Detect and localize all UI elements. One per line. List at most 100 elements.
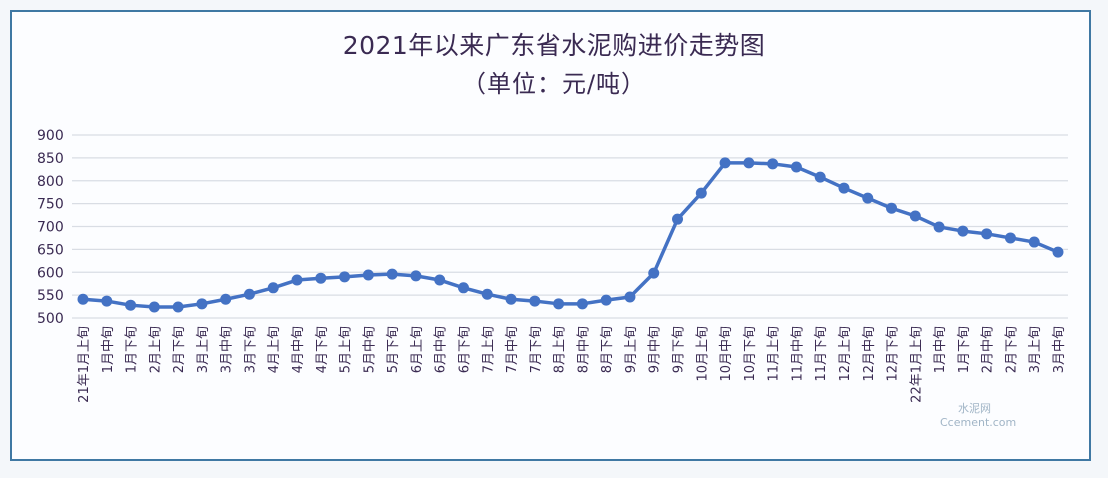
data-point xyxy=(1052,246,1064,258)
data-point xyxy=(125,299,137,311)
x-tick-label: 21年1月上旬 xyxy=(77,326,92,403)
data-point xyxy=(315,272,327,284)
data-point xyxy=(505,293,517,305)
watermark: 水泥网 Ccement.com xyxy=(940,400,1016,429)
data-point xyxy=(600,294,612,306)
x-tick-label: 12月中旬 xyxy=(862,326,877,382)
y-axis-labels: 900 850 800 750 700 650 600 550 500 xyxy=(37,128,64,327)
data-point xyxy=(362,269,374,281)
chart-frame xyxy=(10,10,1091,461)
x-tick-label: 9月上旬 xyxy=(624,326,639,373)
y-tick-label: 800 xyxy=(37,174,64,190)
data-point xyxy=(101,295,113,307)
data-point xyxy=(790,161,802,173)
x-tick-label: 8月下旬 xyxy=(600,326,615,373)
watermark-en: Ccement.com xyxy=(940,416,1017,429)
data-point xyxy=(814,171,826,183)
data-point xyxy=(672,213,684,225)
data-point xyxy=(220,293,232,305)
data-point xyxy=(981,228,993,240)
data-point xyxy=(243,288,255,300)
data-point xyxy=(695,187,707,199)
x-tick-label: 4月中旬 xyxy=(291,326,306,373)
x-tick-label: 5月上旬 xyxy=(339,326,354,373)
data-point xyxy=(267,282,279,294)
data-point xyxy=(291,274,303,286)
data-point xyxy=(862,192,874,204)
x-tick-label: 10月中旬 xyxy=(719,326,734,382)
data-point xyxy=(909,210,921,222)
x-tick-label: 7月上旬 xyxy=(481,326,496,373)
data-point xyxy=(172,301,184,313)
x-tick-label: 3月中旬 xyxy=(220,326,235,373)
data-point xyxy=(767,158,779,170)
x-tick-label: 12月上旬 xyxy=(838,326,853,382)
x-tick-label: 3月上旬 xyxy=(1028,326,1043,373)
data-point xyxy=(624,291,636,303)
x-tick-label: 2月下旬 xyxy=(172,326,187,373)
y-tick-label: 850 xyxy=(37,151,64,167)
x-tick-label: 11月中旬 xyxy=(790,326,805,382)
x-tick-label: 4月上旬 xyxy=(267,326,282,373)
data-point xyxy=(957,225,969,237)
x-tick-label: 6月下旬 xyxy=(457,326,472,373)
x-tick-label: 5月中旬 xyxy=(362,326,377,373)
x-tick-label: 12月下旬 xyxy=(886,326,901,382)
data-series xyxy=(77,157,1064,313)
series-line xyxy=(82,161,1059,309)
data-point xyxy=(386,268,398,280)
y-tick-label: 550 xyxy=(37,288,64,304)
data-point xyxy=(838,182,850,194)
data-point xyxy=(457,282,469,294)
watermark-cn: 水泥网 xyxy=(958,402,991,415)
data-point xyxy=(1028,236,1040,248)
x-tick-label: 3月中旬 xyxy=(1052,326,1067,373)
x-tick-label: 10月上旬 xyxy=(695,326,710,382)
x-tick-label: 6月上旬 xyxy=(410,326,425,373)
chart-title: 2021年以来广东省水泥购进价走势图 xyxy=(342,31,766,60)
x-tick-label: 2月中旬 xyxy=(981,326,996,373)
data-point xyxy=(339,271,351,283)
data-point xyxy=(886,202,898,214)
data-point xyxy=(1004,232,1016,244)
data-point xyxy=(553,298,565,310)
x-tick-label: 7月下旬 xyxy=(529,326,544,373)
x-tick-label: 9月中旬 xyxy=(648,326,663,373)
x-tick-label: 6月中旬 xyxy=(434,326,449,373)
y-tick-label: 700 xyxy=(37,220,64,236)
x-tick-label: 11月下旬 xyxy=(814,326,829,382)
x-tick-label: 8月中旬 xyxy=(576,326,591,373)
y-tick-label: 500 xyxy=(37,311,64,327)
data-point xyxy=(576,298,588,310)
x-tick-label: 5月下旬 xyxy=(386,326,401,373)
x-tick-label: 2月上旬 xyxy=(148,326,163,373)
y-tick-label: 650 xyxy=(37,242,64,258)
x-tick-label: 3月下旬 xyxy=(243,326,258,373)
data-point xyxy=(933,221,945,233)
chart-subtitle: （单位：元/吨） xyxy=(461,70,647,98)
x-tick-label: 10月下旬 xyxy=(743,326,758,382)
data-point xyxy=(481,288,493,300)
y-tick-label: 900 xyxy=(37,128,64,144)
x-axis-labels: 21年1月上旬 1月中旬 1月下旬 2月上旬 2月下旬 3月上旬 3月中旬 3月下旬 4月上旬 4… xyxy=(77,326,1067,403)
data-point xyxy=(196,298,208,310)
x-tick-label: 22年1月上旬 xyxy=(909,326,924,403)
x-tick-label: 1月中旬 xyxy=(933,326,948,373)
x-tick-label: 4月下旬 xyxy=(315,326,330,373)
x-tick-label: 8月上旬 xyxy=(553,326,568,373)
data-point xyxy=(719,157,731,169)
x-tick-label: 2月下旬 xyxy=(1004,326,1019,373)
gridlines xyxy=(72,134,1068,319)
data-point xyxy=(410,270,422,282)
data-point xyxy=(77,293,89,305)
y-tick-label: 750 xyxy=(37,197,64,213)
x-tick-label: 3月上旬 xyxy=(196,326,211,373)
x-tick-label: 1月下旬 xyxy=(125,326,140,373)
data-point xyxy=(148,301,160,313)
x-tick-label: 1月中旬 xyxy=(101,326,116,373)
y-tick-label: 600 xyxy=(37,265,64,281)
data-point xyxy=(648,267,660,279)
x-tick-label: 9月下旬 xyxy=(672,326,687,373)
data-point xyxy=(529,295,541,307)
